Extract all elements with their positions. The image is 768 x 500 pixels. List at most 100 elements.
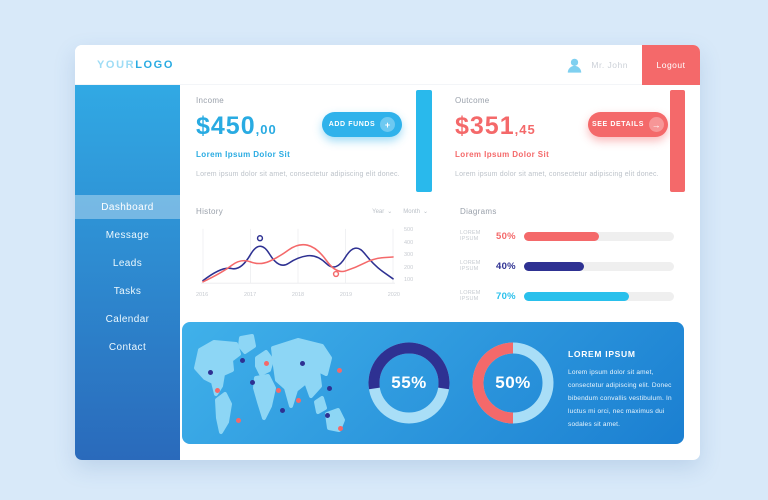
outcome-amount-cents: ,45: [514, 122, 536, 137]
arrow-right-icon: →: [648, 117, 664, 132]
income-amount-main: $450: [196, 112, 256, 140]
map-marker-dot: [327, 386, 332, 391]
sidebar-item-message[interactable]: Message: [105, 229, 150, 241]
y-tick-label: 400: [404, 239, 414, 246]
y-tick-label: 500: [404, 227, 414, 233]
map-marker-dot: [264, 361, 269, 366]
outcome-description: Lorem ipsum dolor sit amet, consectetur …: [455, 171, 659, 178]
history-section: History Year ⌄ Month ⌄ 500 400 300 200 100 2…: [196, 207, 428, 298]
diagram-value: 40%: [496, 260, 516, 272]
x-axis-labels: 2016 2017 2018 2019 2020: [196, 292, 400, 298]
map-marker-dot: [325, 413, 330, 418]
history-chart: [201, 228, 395, 284]
y-tick-label: 100: [404, 277, 414, 283]
sidebar: Dashboard Message Leads Tasks Calendar C…: [75, 85, 180, 460]
x-tick-label: 2019: [339, 292, 353, 298]
diagrams-section: Diagrams LOREM IPSUM 50% LOREM IPSUM 40%…: [460, 207, 674, 320]
y-tick-label: 300: [404, 252, 414, 258]
income-description: Lorem ipsum dolor sit amet, consectetur …: [196, 171, 400, 178]
logo-text-light: YOUR: [97, 59, 136, 71]
month-dropdown-label: Month: [403, 208, 420, 215]
sidebar-item-calendar[interactable]: Calendar: [105, 313, 150, 325]
donut-value: 50%: [495, 373, 531, 392]
outcome-amount: $351,45: [455, 112, 667, 141]
map-marker-dot: [338, 426, 343, 431]
sidebar-item-dashboard[interactable]: Dashboard: [75, 195, 180, 219]
map-marker-dot: [236, 418, 241, 423]
top-header: YOUR LOGO Mr. John Logout: [75, 45, 700, 85]
progress-fill: [524, 261, 584, 271]
user-menu[interactable]: Mr. John: [565, 45, 628, 85]
history-chart-area: 500 400 300 200 100: [196, 225, 428, 289]
diagram-rows: LOREM IPSUM 50% LOREM IPSUM 40% LOREM IP…: [460, 230, 674, 302]
map-marker-dot: [276, 388, 281, 393]
app-logo: YOUR LOGO: [97, 45, 174, 85]
x-tick-label: 2018: [291, 292, 305, 298]
statistics-banner: 55% 50% LOREM IPSUM Lorem ipsum dolor si…: [182, 322, 684, 444]
logo-text-dark: LOGO: [135, 59, 174, 71]
diagrams-label: Diagrams: [460, 207, 497, 216]
sidebar-item-leads[interactable]: Leads: [112, 257, 143, 269]
x-tick-label: 2020: [387, 292, 400, 298]
map-marker-dot: [208, 370, 213, 375]
x-tick-label: 2017: [243, 292, 257, 298]
map-marker-dot: [300, 361, 305, 366]
history-label: History: [196, 207, 223, 216]
y-tick-label: 200: [404, 264, 414, 271]
outcome-amount-main: $351: [455, 112, 515, 140]
diagram-value: 50%: [496, 230, 516, 242]
income-amount-cents: ,00: [255, 122, 277, 137]
progress-fill: [524, 231, 599, 241]
map-marker-dot: [215, 388, 220, 393]
history-filters: Year ⌄ Month ⌄: [372, 208, 428, 216]
diagram-row: LOREM IPSUM 70%: [460, 290, 674, 302]
donut-chart: 50%: [472, 342, 554, 424]
add-funds-button[interactable]: ADD FUNDS +: [322, 112, 402, 137]
income-label: Income: [196, 96, 225, 105]
diagram-row-label: LOREM IPSUM: [460, 230, 481, 242]
see-details-button[interactable]: SEE DETAILS →: [588, 112, 668, 137]
diagram-row: LOREM IPSUM 50%: [460, 230, 674, 242]
month-dropdown[interactable]: Month ⌄: [403, 208, 428, 216]
logout-button[interactable]: Logout: [642, 45, 700, 85]
user-name: Mr. John: [591, 60, 628, 70]
y-axis-labels: 500 400 300 200 100: [400, 225, 420, 289]
progress-fill: [524, 291, 629, 301]
map-marker-dot: [296, 398, 301, 403]
outcome-subtitle: Lorem Ipsum Dolor Sit: [455, 150, 550, 159]
sidebar-menu: Dashboard Message Leads Tasks Calendar C…: [75, 195, 180, 359]
income-section: Income $450,00 Lorem Ipsum Dolor Sit Lor…: [196, 96, 411, 178]
diagram-row: LOREM IPSUM 40%: [460, 260, 674, 272]
see-details-label: SEE DETAILS: [592, 121, 644, 128]
income-amount: $450,00: [196, 112, 411, 141]
sidebar-item-contact[interactable]: Contact: [108, 341, 147, 353]
sidebar-item-tasks[interactable]: Tasks: [113, 285, 142, 297]
add-funds-label: ADD FUNDS: [328, 121, 376, 128]
diagram-value: 70%: [496, 290, 516, 302]
dashboard-window: YOUR LOGO Mr. John Logout Dashboard Messa…: [75, 45, 700, 460]
map-marker-dot: [280, 408, 285, 413]
plus-icon: +: [380, 117, 396, 132]
chevron-down-icon: ⌄: [422, 209, 428, 215]
progress-bar: [524, 261, 674, 271]
outcome-section: Outcome $351,45 Lorem Ipsum Dolor Sit Lo…: [455, 96, 667, 178]
year-dropdown-label: Year: [372, 208, 385, 215]
map-marker-dot: [337, 368, 342, 373]
diagram-row-label: LOREM IPSUM: [460, 290, 481, 302]
progress-bar: [524, 291, 674, 301]
map-marker-dot: [250, 380, 255, 385]
outcome-label: Outcome: [455, 96, 490, 105]
year-dropdown[interactable]: Year ⌄: [372, 208, 393, 216]
banner-text-block: LOREM IPSUM Lorem ipsum dolor sit amet, …: [568, 349, 674, 431]
donut-value: 55%: [391, 373, 427, 392]
banner-heading: LOREM IPSUM: [568, 349, 636, 359]
banner-body: Lorem ipsum dolor sit amet, consectetur …: [568, 369, 672, 428]
chevron-down-icon: ⌄: [387, 209, 393, 215]
red-accent-bar: [670, 90, 685, 192]
main-content: Income $450,00 Lorem Ipsum Dolor Sit Lor…: [180, 85, 700, 460]
blue-accent-bar: [416, 90, 432, 192]
diagram-row-label: LOREM IPSUM: [460, 260, 481, 272]
income-subtitle: Lorem Ipsum Dolor Sit: [196, 150, 291, 159]
progress-bar: [524, 231, 674, 241]
x-tick-label: 2016: [196, 292, 209, 298]
